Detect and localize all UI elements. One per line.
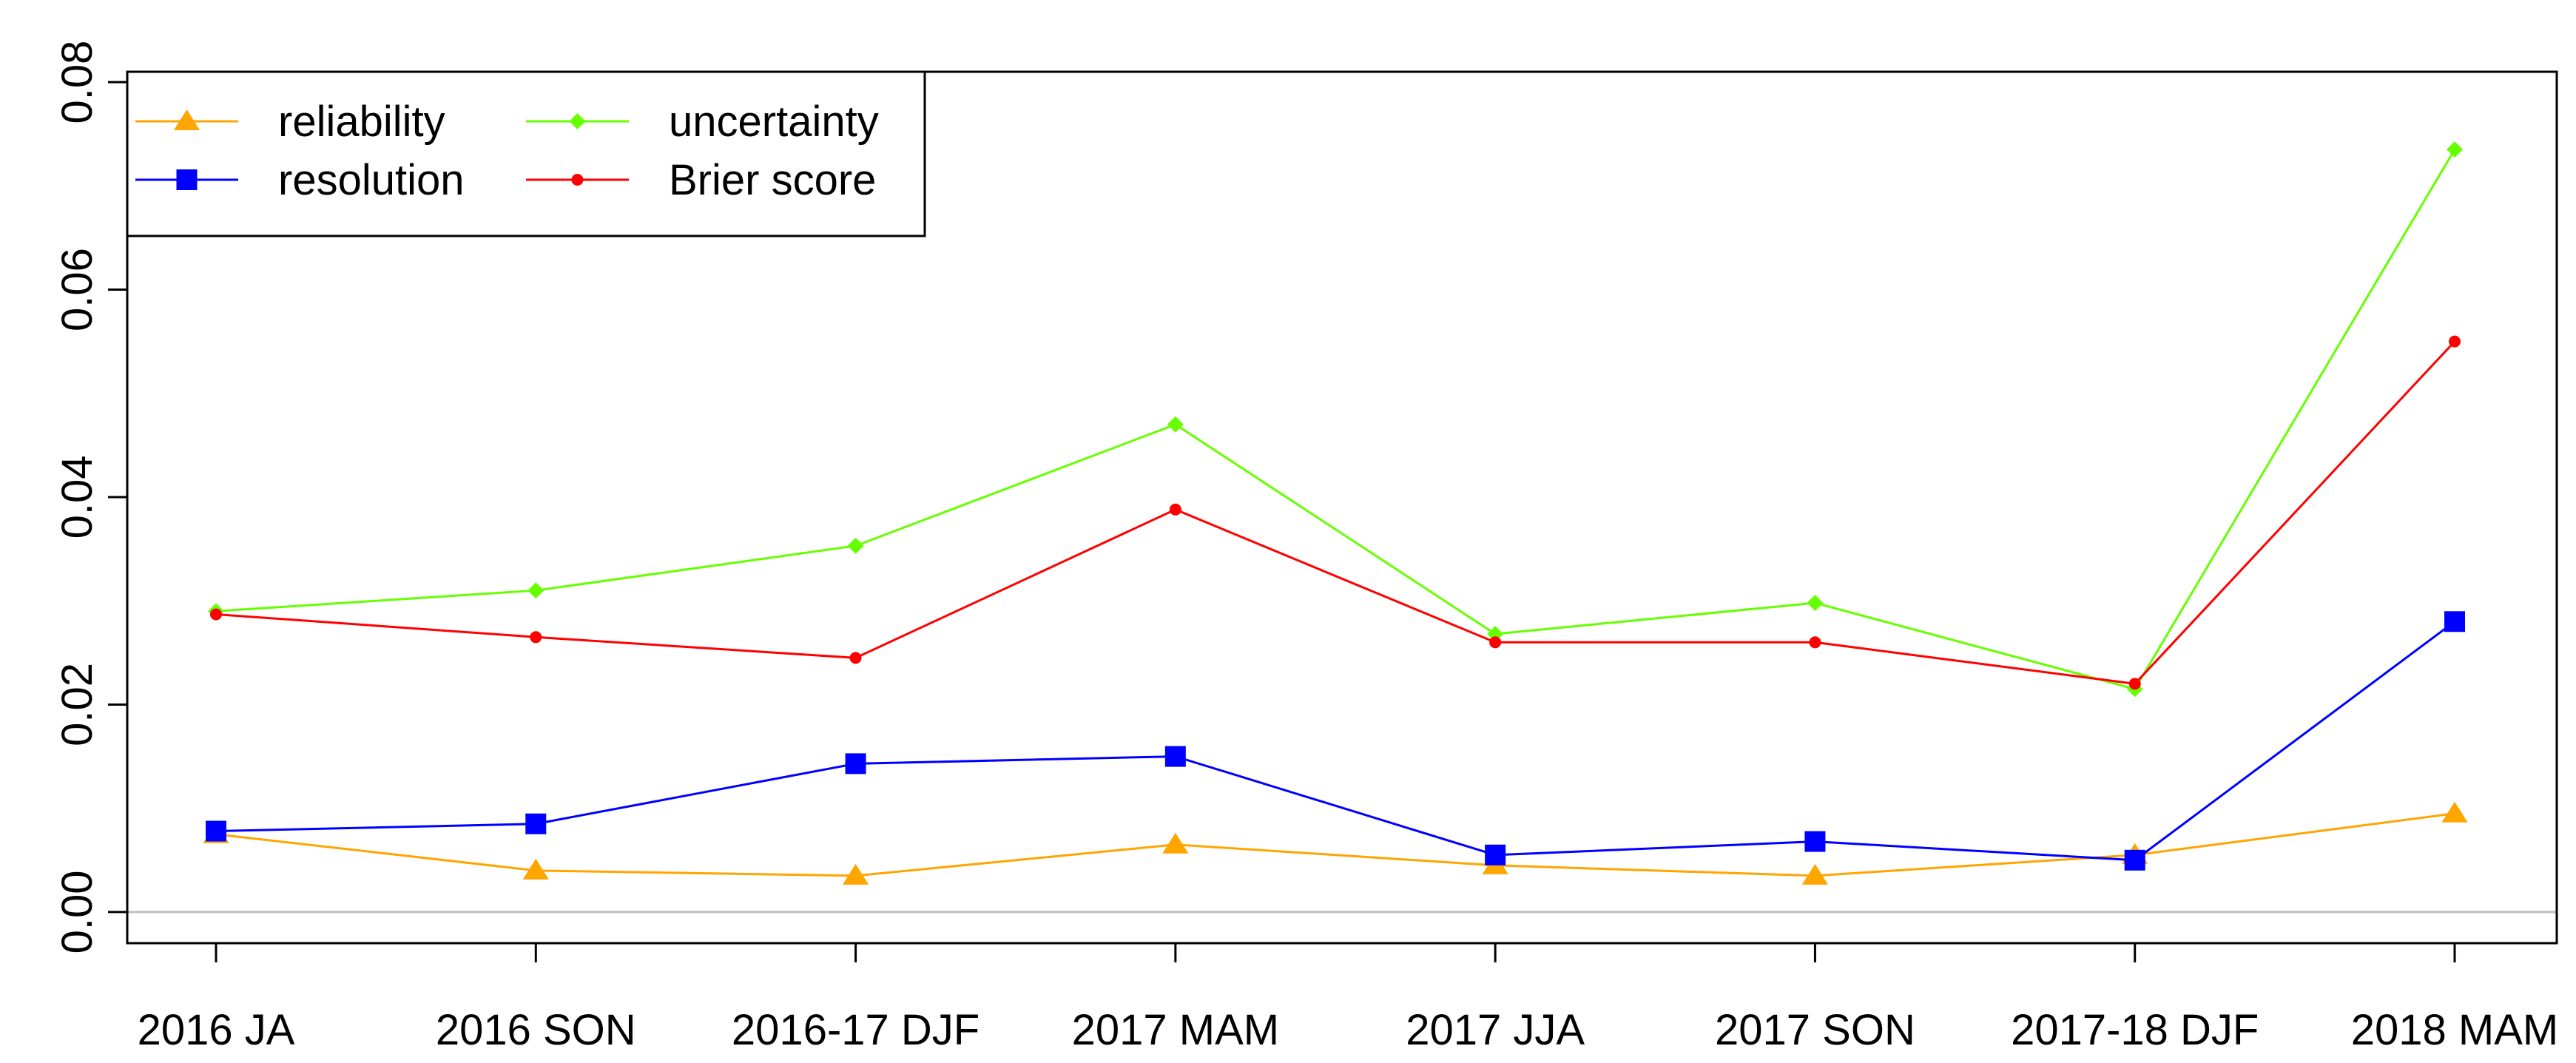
data-point-brier-score xyxy=(1489,636,1502,649)
data-point-resolution xyxy=(1804,831,1826,852)
legend-marker xyxy=(176,169,198,190)
legend-marker xyxy=(173,109,200,130)
x-tick-label: 2016 JA xyxy=(138,1006,295,1054)
data-point-reliability xyxy=(842,863,869,885)
y-tick-label: 0.06 xyxy=(53,248,101,331)
data-point-brier-score xyxy=(2449,335,2461,348)
data-point-resolution xyxy=(206,820,226,842)
legend-item-uncertainty: uncertainty xyxy=(526,98,879,146)
x-tick-label: 2016-17 DJF xyxy=(732,1006,980,1054)
series-brier-score xyxy=(210,335,2461,690)
legend-label: uncertainty xyxy=(669,98,879,146)
legend-box xyxy=(126,70,926,237)
legend-marker xyxy=(569,113,586,129)
x-tick-label: 2017-18 DJF xyxy=(2011,1006,2259,1054)
data-point-brier-score xyxy=(2128,678,2141,690)
data-point-uncertainty xyxy=(1807,595,1824,612)
x-axis: 2016 JA 2016 SON 2016-17 DJF 2017 MAM 2017 J… xyxy=(138,942,2558,1054)
legend-item-reliability: reliability xyxy=(135,98,445,146)
series-line-resolution xyxy=(215,621,2455,862)
data-point-brier-score xyxy=(849,652,862,664)
y-tick-label: 0.08 xyxy=(53,41,101,124)
series-line-reliability xyxy=(215,812,2455,877)
data-point-resolution xyxy=(845,753,866,775)
x-tick-label: 2017 MAM xyxy=(1072,1006,1279,1054)
data-point-reliability xyxy=(522,858,549,880)
y-axis: 0.00 0.02 0.04 0.06 0.08 xyxy=(53,41,129,954)
data-point-resolution xyxy=(1164,746,1186,767)
data-point-brier-score xyxy=(1809,636,1821,649)
data-point-resolution xyxy=(2444,611,2465,632)
data-point-resolution xyxy=(1485,844,1506,865)
series-line-brier-score xyxy=(215,340,2456,685)
legend-label: resolution xyxy=(278,156,464,204)
data-point-reliability xyxy=(2441,801,2468,823)
data-point-reliability xyxy=(1801,863,1829,885)
x-tick-label: 2016 SON xyxy=(436,1006,636,1054)
legend-item-brier-score: Brier score xyxy=(526,156,876,204)
legend-label: reliability xyxy=(278,98,445,146)
data-point-resolution xyxy=(2124,849,2145,871)
data-point-uncertainty xyxy=(2447,141,2463,158)
data-point-reliability xyxy=(1162,832,1189,854)
y-tick-label: 0.02 xyxy=(53,663,101,746)
legend-item-resolution: resolution xyxy=(135,156,464,204)
x-tick-label: 2017 JJA xyxy=(1406,1006,1585,1054)
data-point-uncertainty xyxy=(527,582,544,599)
series-line-uncertainty xyxy=(215,149,2456,691)
series-layer xyxy=(203,141,2468,885)
series-resolution xyxy=(206,611,2465,871)
x-tick-label: 2017 SON xyxy=(1715,1006,1915,1054)
x-tick-label: 2018 MAM xyxy=(2351,1006,2558,1054)
data-point-uncertainty xyxy=(1167,416,1184,433)
legend: reliability resolution uncertainty Brier sc… xyxy=(126,70,926,237)
legend-label: Brier score xyxy=(669,156,876,204)
data-point-brier-score xyxy=(530,631,542,644)
data-point-resolution xyxy=(525,813,547,834)
data-point-brier-score xyxy=(1169,503,1181,516)
y-tick-label: 0.00 xyxy=(53,870,101,954)
data-point-uncertainty xyxy=(847,537,864,554)
y-tick-label: 0.04 xyxy=(53,456,101,539)
data-point-brier-score xyxy=(210,608,222,621)
legend-marker xyxy=(571,174,584,186)
